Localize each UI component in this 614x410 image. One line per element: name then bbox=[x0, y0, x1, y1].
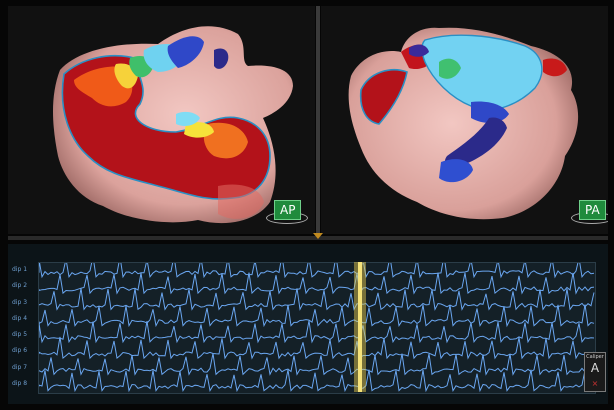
pa-green-band bbox=[439, 58, 461, 79]
pa-purple-upper bbox=[409, 44, 429, 57]
lead-label: dip 4 bbox=[12, 314, 28, 322]
horizontal-split-bar[interactable] bbox=[8, 236, 608, 240]
vertical-split-bar[interactable] bbox=[316, 6, 320, 238]
pa-cyan-region bbox=[421, 34, 543, 111]
pa-view-badge[interactable]: PA bbox=[579, 200, 606, 220]
ap-heart-map[interactable] bbox=[8, 6, 315, 234]
electrogram-trace bbox=[38, 369, 595, 393]
electrogram-plot[interactable] bbox=[38, 255, 596, 394]
ap-purple-spot bbox=[214, 48, 229, 69]
pa-red-right bbox=[543, 58, 567, 77]
lead-label: dip 8 bbox=[12, 379, 28, 387]
pa-red-region bbox=[359, 68, 408, 125]
caliper-tool[interactable]: Caliper A × bbox=[584, 352, 606, 392]
ap-view-badge[interactable]: AP bbox=[274, 200, 302, 220]
electrogram-trace bbox=[38, 288, 595, 311]
ap-blue-region bbox=[167, 36, 204, 68]
lead-label: dip 6 bbox=[12, 347, 28, 355]
time-marker-cursor[interactable] bbox=[354, 262, 367, 392]
pa-purple-streak bbox=[444, 117, 507, 168]
time-marker-line bbox=[358, 262, 363, 392]
caliper-icon: A bbox=[590, 361, 600, 375]
electrogram-trace bbox=[38, 304, 595, 328]
pa-view-viewport[interactable]: PA bbox=[321, 6, 608, 234]
lead-label: dip 3 bbox=[12, 298, 28, 306]
pa-blue-spot bbox=[439, 159, 473, 183]
ap-yellow-band-2 bbox=[184, 122, 214, 138]
caliper-close-icon[interactable]: × bbox=[591, 379, 599, 388]
ap-lower-tissue bbox=[218, 184, 264, 219]
lead-label: dip 7 bbox=[12, 363, 28, 371]
lead-label: dip 1 bbox=[12, 266, 28, 274]
lead-label: dip 2 bbox=[12, 282, 28, 290]
electrogram-trace bbox=[38, 272, 595, 295]
electrogram-trace bbox=[38, 255, 595, 279]
pa-heart-map[interactable] bbox=[321, 6, 608, 234]
ap-cyan-region-2 bbox=[176, 111, 200, 126]
ap-orange-band-2 bbox=[203, 122, 248, 159]
split-handle-icon[interactable] bbox=[313, 233, 323, 239]
electrogram-trace bbox=[38, 320, 595, 344]
caliper-title: Caliper bbox=[586, 354, 604, 360]
ap-view-viewport[interactable]: AP bbox=[8, 6, 315, 234]
electrogram-trace bbox=[38, 353, 595, 376]
lead-label: dip 5 bbox=[12, 331, 28, 339]
electrogram-panel: dip 1 dip 2 dip 3 dip 4 dip 5 dip 6 dip 7 dip 8… bbox=[8, 244, 608, 404]
pa-blue-band bbox=[471, 101, 509, 123]
electrogram-traces bbox=[38, 255, 595, 393]
electrogram-trace bbox=[38, 336, 595, 360]
